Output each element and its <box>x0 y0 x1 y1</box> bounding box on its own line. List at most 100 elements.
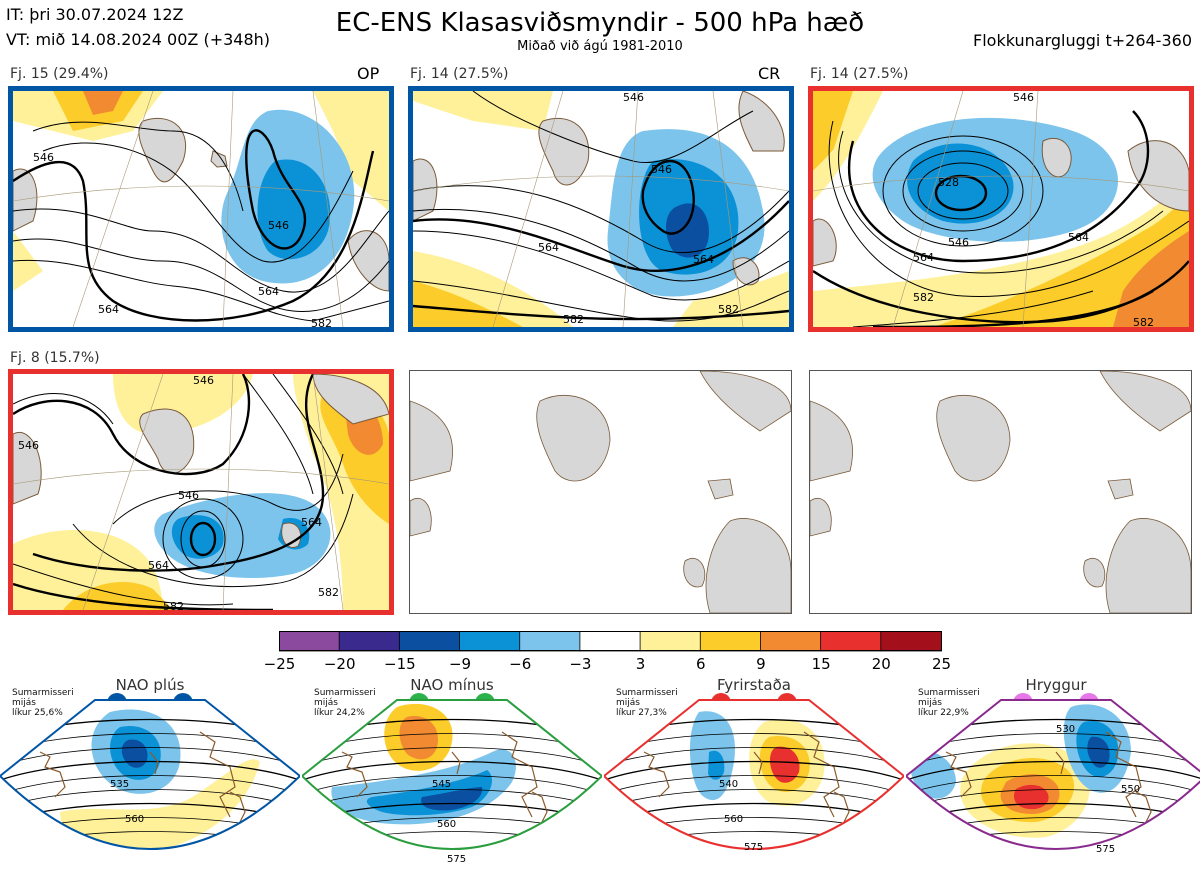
regime-fan-map: 530 550 575 <box>906 699 1200 855</box>
height-contour <box>302 775 602 799</box>
colorbar-cell <box>639 631 702 652</box>
colorbar-cell <box>579 631 641 652</box>
regime-contour-label: 560 <box>125 814 144 825</box>
coastline <box>39 731 246 823</box>
regime-average: mijás <box>616 698 640 708</box>
valid-time: VT: mið 14.08.2024 00Z (+348h) <box>6 30 271 49</box>
colorbar-tick-label: 20 <box>871 655 891 673</box>
regime-season: Sumarmisseri <box>918 688 980 698</box>
contour-label: 582 <box>718 303 739 316</box>
regime-fan-map: 540 560 575 <box>604 699 904 853</box>
cluster-map-3: 546 528 546 564 564 582 582 <box>808 86 1194 332</box>
contour-label: 564 <box>913 251 934 264</box>
regime-contour-label: 575 <box>1096 844 1115 855</box>
colorbar-tick-label: 9 <box>756 655 766 673</box>
cluster-map-1: 546 564 564 582 546 <box>8 86 394 332</box>
regime-contour-label: 560 <box>437 819 456 830</box>
cluster-map-2: 546 546 564 564 582 582 <box>408 86 794 332</box>
colorbar-tick-label: −20 <box>323 655 356 673</box>
regime-season: Sumarmisseri <box>616 688 678 698</box>
height-contour <box>604 760 904 785</box>
height-contour <box>604 747 904 771</box>
contour-label: 546 <box>33 151 54 164</box>
height-contour <box>906 775 1200 799</box>
colorbar-cell <box>820 631 882 652</box>
cluster-map-4: 546 546 564 564 582 582 546 <box>8 369 394 615</box>
contour-label: 564 <box>301 516 322 529</box>
height-contour <box>0 747 300 771</box>
contour-label: 546 <box>193 374 214 387</box>
regime-average: mijás <box>918 698 942 708</box>
contour-label: 546 <box>1013 91 1034 104</box>
panel-2-tag: CR <box>758 64 781 83</box>
anomaly-colorbar <box>279 631 942 652</box>
page-title: EC-ENS Klasasviðsmyndir - 500 hPa hæð <box>335 8 865 38</box>
coastline <box>643 731 850 823</box>
colorbar-cell <box>398 631 461 652</box>
colorbar-tick-label: 25 <box>931 655 952 673</box>
anomaly-area <box>421 787 483 811</box>
colorbar-tick-label: −15 <box>384 655 416 673</box>
regime-probability: líkur 25,6% <box>12 708 63 718</box>
page-subtitle: Miðað við ágú 1981-2010 <box>517 39 683 54</box>
panel-4-label: Fj. 8 (15.7%) <box>10 350 100 366</box>
colorbar-tick-label: −25 <box>263 655 296 673</box>
height-contour <box>302 760 602 785</box>
regime-probability: líkur 22,9% <box>918 708 969 718</box>
contour-label: 582 <box>913 291 934 304</box>
regime-name: NAO plús <box>115 676 185 694</box>
panel-1-label: Fj. 15 (29.4%) <box>10 66 109 82</box>
colorbar-tick-label: −6 <box>509 655 532 673</box>
regime-average: mijás <box>314 698 338 708</box>
colorbar-cell <box>699 631 762 652</box>
colorbar-tick-label: −9 <box>448 655 472 673</box>
regime-fan-map: 545 560 575 <box>302 699 602 865</box>
contour-label: 582 <box>311 317 332 327</box>
regime-season: Sumarmisseri <box>12 688 74 698</box>
anomaly-area <box>1013 784 1049 810</box>
height-contour <box>0 760 300 785</box>
regime-contour-label: 575 <box>447 854 466 865</box>
colorbar-tick-label: 3 <box>635 655 646 673</box>
contour-label: 582 <box>563 313 584 326</box>
contour-label: 564 <box>148 559 169 572</box>
empty-base-map-2 <box>809 370 1192 614</box>
coastline <box>945 731 1152 823</box>
contour-label: 564 <box>538 241 559 254</box>
regime-contour-label: 575 <box>744 842 763 853</box>
regime-name: Hryggur <box>1025 676 1087 694</box>
regime-contour-label: 545 <box>432 779 451 790</box>
contour-label: 528 <box>938 176 959 189</box>
regime-fan-outline <box>604 699 904 850</box>
contour-label: 564 <box>98 303 119 316</box>
empty-base-map-1 <box>409 370 792 614</box>
regime-name: Fyrirstaða <box>717 676 791 694</box>
colorbar-tick-label: 15 <box>811 655 831 673</box>
regime-contour-label: 540 <box>719 779 738 790</box>
coastline <box>341 731 548 823</box>
height-contour <box>906 760 1200 785</box>
classification-window: Flokkunargluggi t+264-360 <box>973 31 1192 50</box>
regime-average: mijás <box>12 698 36 708</box>
panel-3-label: Fj. 14 (27.5%) <box>810 66 909 82</box>
contour-label: 546 <box>623 91 644 104</box>
regime-probability: líkur 27,3% <box>616 708 667 718</box>
panel-2-label: Fj. 14 (27.5%) <box>410 66 509 82</box>
contour-label: 564 <box>1068 231 1089 244</box>
contour-label: 546 <box>268 219 289 232</box>
contour-label: 546 <box>18 439 39 452</box>
height-contour <box>604 775 904 799</box>
colorbar-tick-label: −3 <box>569 655 592 673</box>
regime-probability: líkur 24,2% <box>314 708 365 718</box>
colorbar-cell <box>279 631 341 652</box>
contour-label: 546 <box>178 489 199 502</box>
colorbar-tick-label: 6 <box>695 655 706 673</box>
regime-fan-outline <box>906 699 1200 850</box>
height-contour <box>302 747 602 771</box>
regime-contour-label: 535 <box>110 779 129 790</box>
height-contour <box>0 775 300 799</box>
regime-fan-outline <box>0 699 300 850</box>
contour-label: 582 <box>318 586 339 599</box>
contour-label: 546 <box>948 236 969 249</box>
colorbar-cell <box>459 631 521 652</box>
